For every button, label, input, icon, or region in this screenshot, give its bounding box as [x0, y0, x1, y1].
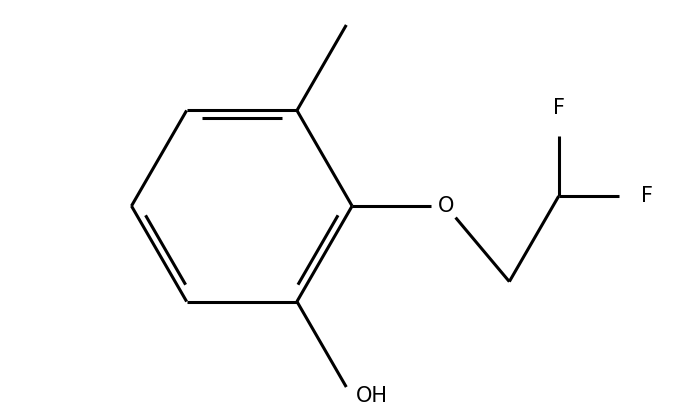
- Text: OH: OH: [356, 386, 388, 406]
- Text: O: O: [438, 196, 454, 216]
- Text: F: F: [641, 186, 652, 206]
- Text: F: F: [553, 98, 565, 118]
